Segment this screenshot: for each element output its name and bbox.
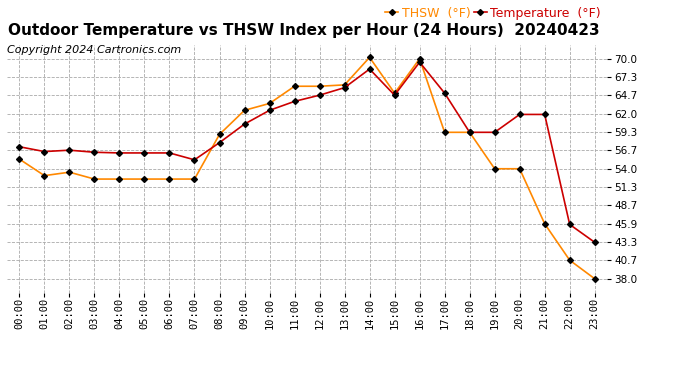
- Legend: THSW  (°F), Temperature  (°F): THSW (°F), Temperature (°F): [385, 7, 601, 20]
- Text: Copyright 2024 Cartronics.com: Copyright 2024 Cartronics.com: [7, 45, 181, 55]
- Text: Outdoor Temperature vs THSW Index per Hour (24 Hours)  20240423: Outdoor Temperature vs THSW Index per Ho…: [8, 22, 600, 38]
